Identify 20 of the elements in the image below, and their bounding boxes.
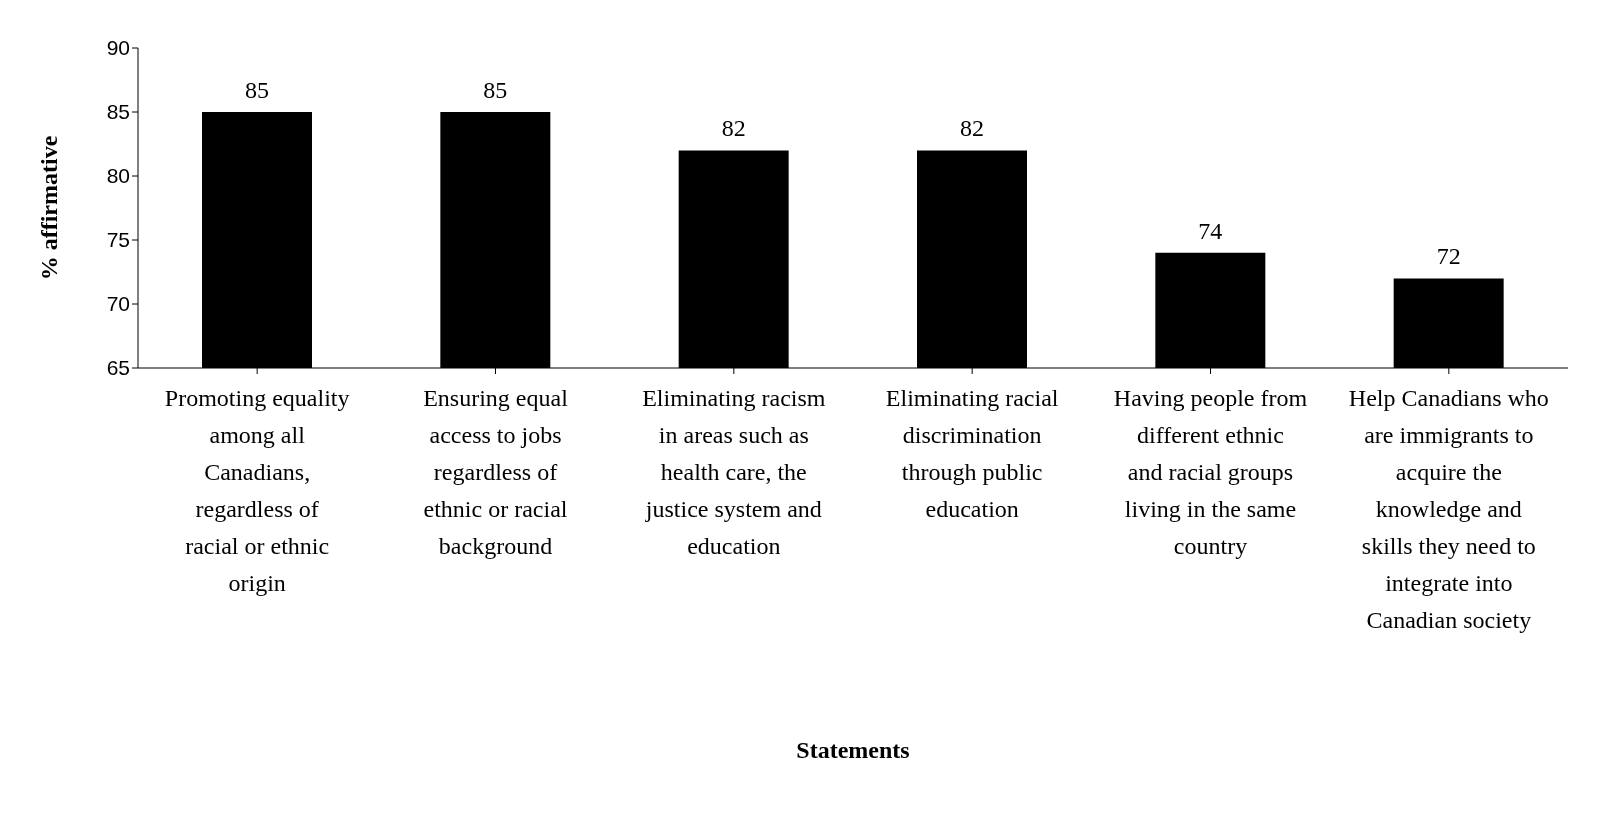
y-axis-title: % affirmative <box>35 135 62 281</box>
y-tick-label: 85 <box>106 100 130 124</box>
data-label: 72 <box>1436 243 1461 270</box>
data-label: 74 <box>1198 217 1223 244</box>
x-tick-label: Having people from different ethnic and racial groups living in the same country <box>1113 385 1308 559</box>
data-label: 82 <box>721 115 746 142</box>
x-tick-label: Eliminating racism in areas such as health care, the justice system and education <box>642 385 826 559</box>
data-label: 85 <box>483 77 508 103</box>
x-tick-label: Help Canadians who are immigrants to acquire the knowledge and skills they need to integrate into Canadian society <box>1348 385 1549 633</box>
y-tick-label: 65 <box>106 356 130 380</box>
y-tick-label: 75 <box>106 228 130 252</box>
x-tick-label: Ensuring equal access to jobs regardless of ethnic or racial background <box>423 385 569 559</box>
x-axis-title: Statements <box>796 737 910 763</box>
x-tick-label: Eliminating racial discrimination through public education <box>885 385 1059 522</box>
y-tick-label: 80 <box>106 164 130 188</box>
x-tick-label: Promoting equality among all Canadians, regardless of racial or ethnic origin <box>164 385 350 596</box>
data-label: 85 <box>245 77 269 103</box>
y-tick-label: 70 <box>106 292 130 316</box>
y-tick-label: 90 <box>106 36 130 60</box>
data-label: 82 <box>960 115 984 142</box>
